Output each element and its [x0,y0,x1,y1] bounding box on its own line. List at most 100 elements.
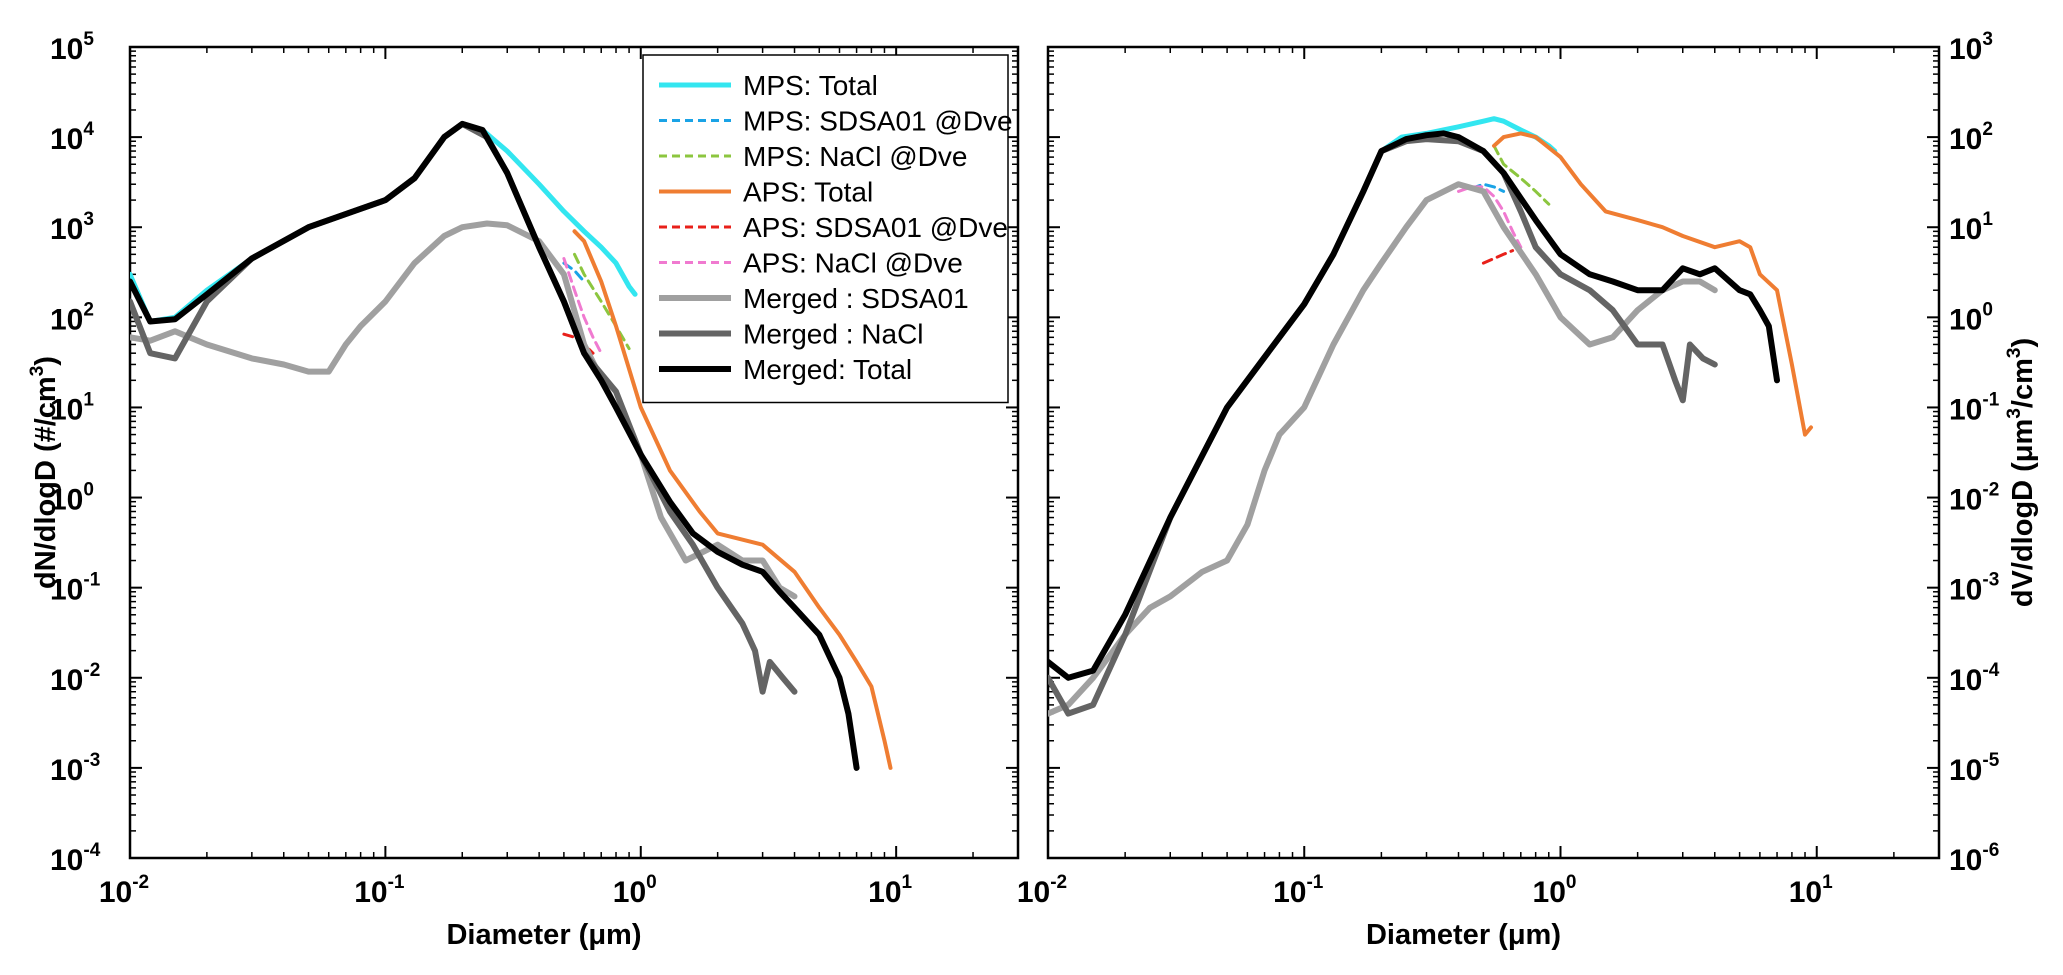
series-line-8 [130,120,860,771]
y-tick-base: 10 [1949,213,1982,246]
y-tick-base: 10 [50,484,83,517]
y-tick-label: 103 [1949,29,1993,66]
y-tick-label: 10-4 [1949,660,2000,697]
series-line-3 [1492,131,1813,437]
x-tick-label: 101 [1789,872,1833,909]
x-tick-label: 10-2 [99,872,149,909]
x-tick-label: 10-1 [1273,872,1324,909]
y-tick-base: 10 [50,754,83,787]
y-axis-title-text: dN/dlogD (#/cm [30,376,62,589]
legend: MPS: Total MPS: SDSA01 @Dve MPS: NaCl @Dve… [642,54,1013,404]
x-tick-exponent: 1 [1822,872,1833,893]
y-tick-label: 10-1 [1949,389,2000,426]
legend-label: MPS: Total [743,70,878,101]
plot-frame [1046,45,1941,860]
y-tick-base: 10 [50,213,83,246]
legend-label: MPS: SDSA01 @Dve [743,106,1013,137]
series-line-5 [562,257,603,355]
x-tick-label: 101 [868,872,912,909]
y-tick-label: 101 [50,389,94,426]
y-axis-title: dN/dlogD (#/cm3) [27,356,62,589]
x-tick-base: 10 [1533,876,1566,909]
y-tick-label: 10-3 [50,750,100,787]
y-tick-exponent: 2 [1982,119,1993,140]
y-tick-exponent: 3 [83,209,94,230]
y-tick-exponent: -5 [1982,750,1999,771]
y-tick-exponent: -1 [83,570,100,591]
y-tick-base: 10 [50,33,83,66]
y-tick-label: 102 [1949,119,1993,156]
y-tick-exponent: 5 [83,29,94,50]
series-group [1048,116,1813,717]
y-axis-title-close: ) [30,356,62,366]
x-tick-base: 10 [99,876,132,909]
y-tick-base: 10 [1949,844,1982,877]
series-line-2 [1492,144,1551,206]
x-tick-base: 10 [868,876,901,909]
y-axis-title-superscript: 3 [2004,348,2025,359]
y-tick-exponent: -4 [83,840,100,861]
y-tick-label: 10-3 [1949,570,1999,607]
legend-label: APS: SDSA01 @Dve [743,212,1008,243]
y-axis-title-superscript: 3 [27,366,48,377]
y-tick-base: 10 [1949,123,1982,156]
legend-label: Merged: Total [743,354,912,385]
y-tick-base: 10 [1949,393,1982,426]
y-tick-exponent: -4 [1982,660,1999,681]
y-tick-base: 10 [50,844,83,877]
y-tick-exponent: -3 [1982,570,1999,591]
y-tick-label: 103 [50,209,94,246]
y-tick-base: 10 [1949,664,1982,697]
x-tick-label: 100 [613,872,657,909]
y-tick-base: 10 [1949,303,1982,336]
y-axis-title-text: dV/dlogD ( [2007,462,2039,607]
y-tick-exponent: -2 [83,660,100,681]
y-tick-exponent: -3 [83,750,100,771]
y-tick-label: 10-1 [50,570,101,607]
series-line-3 [572,229,893,770]
left-chart-panel: 10-2 10-1 100 10110-410-310-210-11001011021… [27,29,1020,951]
x-tick-label: 100 [1533,872,1577,909]
y-tick-label: 10-2 [1949,480,1999,517]
y-tick-label: 100 [1949,299,1993,336]
series-group [130,120,893,771]
legend-box [642,54,1009,404]
y-axis-title: dV/dlogD (μm3/cm3) [2004,338,2039,607]
x-tick-base: 10 [1789,876,1822,909]
y-tick-exponent: 0 [1982,299,1993,320]
y-tick-exponent: -1 [1982,389,1999,410]
legend-label: MPS: NaCl @Dve [743,141,967,172]
y-tick-base: 10 [1949,33,1982,66]
y-axis-title-unit: μm [2007,419,2039,463]
series-line-4 [1481,249,1515,265]
x-tick-base: 10 [1017,876,1050,909]
y-tick-exponent: 4 [83,119,94,140]
x-axis-title: Diameter (μm) [446,919,641,951]
x-tick-exponent: 0 [646,872,657,893]
y-tick-exponent: 2 [83,299,94,320]
x-axis-title: Diameter (μm) [1366,919,1561,951]
y-tick-base: 10 [50,303,83,336]
y-tick-exponent: 3 [1982,29,1993,50]
x-axis-title-text: Diameter ( [1366,919,1508,951]
legend-label: APS: NaCl @Dve [743,248,963,279]
y-tick-base: 10 [50,664,83,697]
y-tick-base: 10 [50,393,83,426]
y-tick-base: 10 [1949,484,1982,517]
y-tick-label: 101 [1949,209,1993,246]
y-tick-exponent: 1 [83,389,94,410]
x-tick-exponent: 0 [1566,872,1577,893]
right-chart-panel: 10-2 10-1 100 10110-610-510-410-310-210-110… [1017,29,2039,951]
y-tick-label: 102 [50,299,94,336]
legend-label: Merged : NaCl [743,319,924,350]
y-tick-label: 10-4 [50,840,101,877]
y-tick-label: 105 [50,29,94,66]
x-tick-base: 10 [613,876,646,909]
x-tick-base: 10 [1273,876,1306,909]
y-tick-exponent: -2 [1982,480,1999,501]
legend-label: APS: Total [743,177,873,208]
y-tick-exponent: -6 [1982,840,1999,861]
x-axis-title-unit: μm [1508,919,1552,951]
y-tick-label: 100 [50,480,94,517]
